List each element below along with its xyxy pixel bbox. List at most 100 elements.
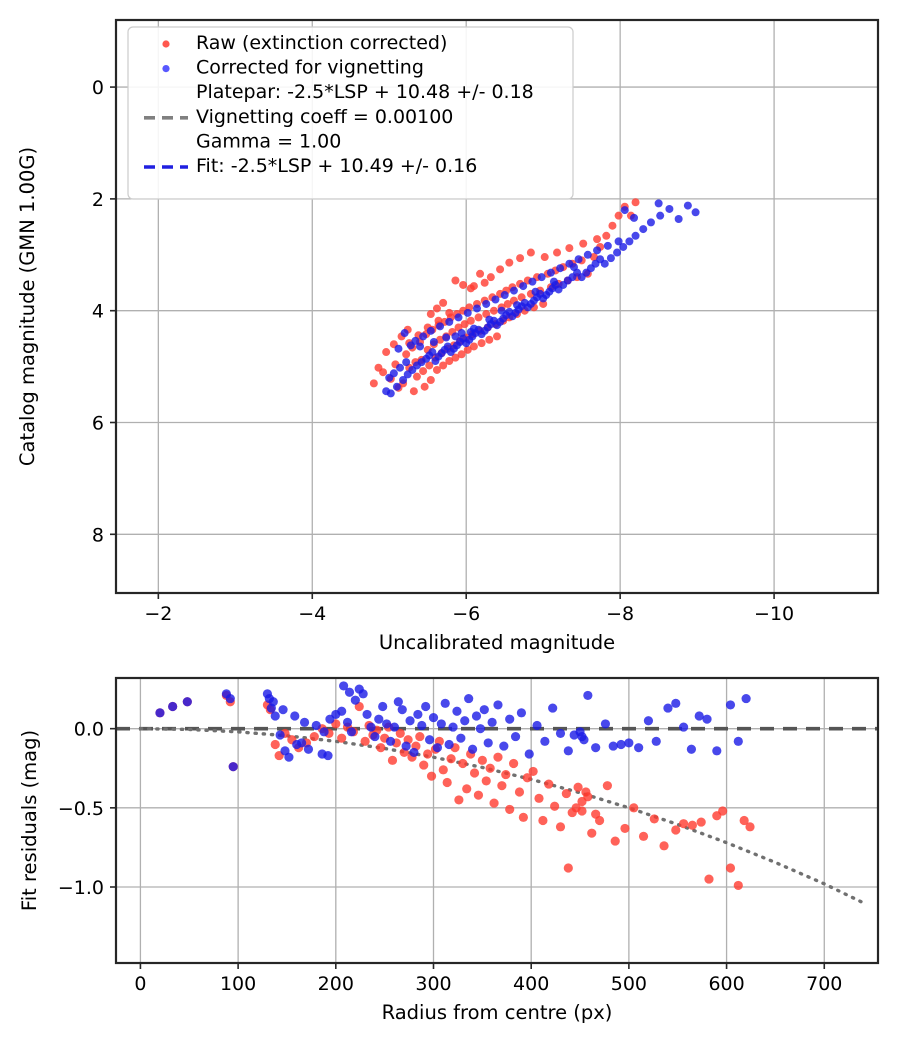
data-point [600,719,611,729]
data-point [514,787,525,797]
data-point [445,317,454,326]
legend-entry[interactable]: Platepar: -2.5*LSP + 10.48 +/- 0.18 [196,81,534,103]
residuals-panel: 0 100 200 300 400 500 600 700 0.0 −0.5 −1.0 Radius … [18,676,880,1024]
data-point [573,782,583,792]
ytick-label: 6 [92,412,104,434]
data-point [426,771,437,781]
data-point [469,768,480,778]
data-point [620,206,629,215]
data-point [500,291,509,300]
xtick-label: −4 [298,603,326,625]
data-point [624,738,634,748]
data-point [445,357,454,365]
data-point [625,237,634,246]
data-point [416,342,425,351]
data-point [516,708,527,718]
data-point [606,254,615,263]
data-point [382,348,391,357]
data-point [549,277,558,286]
data-point [309,731,319,742]
data-point [420,382,429,391]
data-point [155,708,165,718]
data-point [439,298,448,307]
axes-frame [114,18,880,595]
data-point [444,739,454,750]
data-point [579,735,589,745]
legend-entry[interactable]: Corrected for vignetting [162,57,424,79]
data-point [270,711,280,721]
data-point [694,711,704,721]
data-point [480,278,489,287]
data-point [426,376,435,385]
data-point [323,750,333,761]
ytick-label: 0 [92,77,104,99]
legend-background [127,26,574,200]
data-point [395,728,405,739]
legend-entry[interactable]: Vignetting coeff = 0.00100 [144,106,453,128]
data-point [493,332,501,341]
data-point [733,880,743,891]
data-point [415,731,425,742]
data-point [469,342,478,351]
data-point [440,698,450,708]
data-point [387,755,398,765]
data-point [639,225,648,234]
data-point [531,287,540,296]
legend-marker-dot [162,40,170,48]
data-point [475,724,485,734]
ytick-label: 8 [92,524,104,546]
data-point [412,372,421,381]
data-point [374,363,383,372]
xtick-label: −2 [144,603,172,625]
xtick-label: 0 [134,973,146,995]
legend-entry[interactable]: Raw (extinction corrected) [162,32,447,54]
data-point [451,276,460,285]
data-point [397,705,407,715]
data-point [485,315,494,324]
data-point [421,701,431,712]
data-point [614,237,623,246]
data-point [382,387,391,396]
data-point [591,743,601,753]
data-point [467,744,478,754]
data-point [360,736,370,746]
data-point [614,211,623,220]
legend-label: Platepar: -2.5*LSP + 10.48 +/- 0.18 [196,81,534,103]
data-point [499,741,509,751]
data-point [616,739,626,750]
data-point [671,698,681,708]
legend-entry[interactable]: Gamma = 1.00 [196,130,341,152]
data-point [493,700,503,710]
data-point [389,722,400,732]
legend-entry[interactable]: Fit: -2.5*LSP + 10.49 +/- 0.16 [144,155,477,177]
data-point [442,333,451,342]
data-point [482,299,491,308]
ytick-label: −0.5 [58,798,104,820]
legend-label: Corrected for vignetting [196,57,424,79]
data-point [476,269,485,278]
legend-label: Raw (extinction corrected) [196,32,447,54]
data-point [472,304,481,313]
data-point [539,299,548,308]
data-point [337,706,347,716]
data-point [485,763,495,773]
x-axis-label: Uncalibrated magnitude [379,631,615,654]
data-point [339,681,349,691]
data-point [303,744,314,754]
data-point [366,722,376,732]
data-point [608,221,617,230]
data-point [526,248,535,257]
x-axis-label: Radius from centre (px) [382,1001,613,1024]
data-point [561,788,571,799]
data-point [493,752,503,762]
series-corrected [382,199,700,398]
data-point [477,755,487,765]
data-point [528,766,538,777]
y-axis-label: Fit residuals (mag) [18,730,41,911]
data-point [538,815,548,826]
data-point [620,823,630,834]
data-point [459,280,468,289]
data-point [501,769,511,780]
data-point [704,874,714,884]
data-point [485,335,494,344]
